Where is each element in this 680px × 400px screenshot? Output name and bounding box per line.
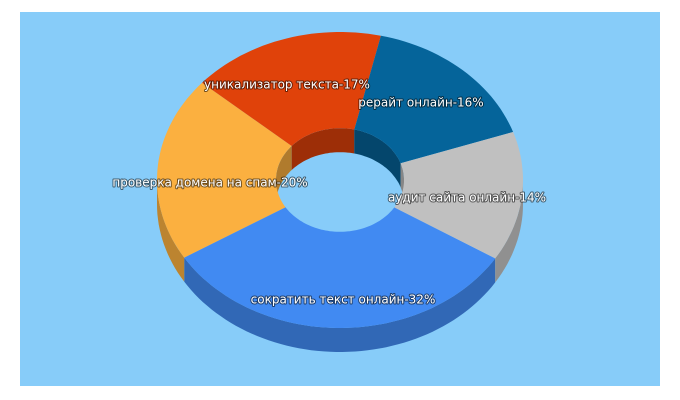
slice-inner-wall — [275, 146, 292, 204]
slice — [157, 82, 292, 258]
slice-inner-wall — [291, 128, 355, 170]
data-label: аудит сайта онлайн-14% — [388, 191, 546, 205]
slice — [184, 207, 496, 328]
slice-side — [184, 257, 496, 352]
data-label: проверка домена на спам-20% — [112, 176, 307, 190]
data-label: сократить текст онлайн-32% — [251, 293, 436, 307]
slice — [394, 132, 523, 259]
slice — [202, 32, 381, 146]
slice-side — [157, 180, 185, 282]
slice-inner-wall — [354, 129, 401, 188]
data-label: рерайт онлайн-16% — [358, 96, 483, 110]
slice-side — [495, 180, 523, 283]
data-label: уникализатор текста-17% — [204, 78, 370, 92]
slice — [354, 35, 514, 164]
